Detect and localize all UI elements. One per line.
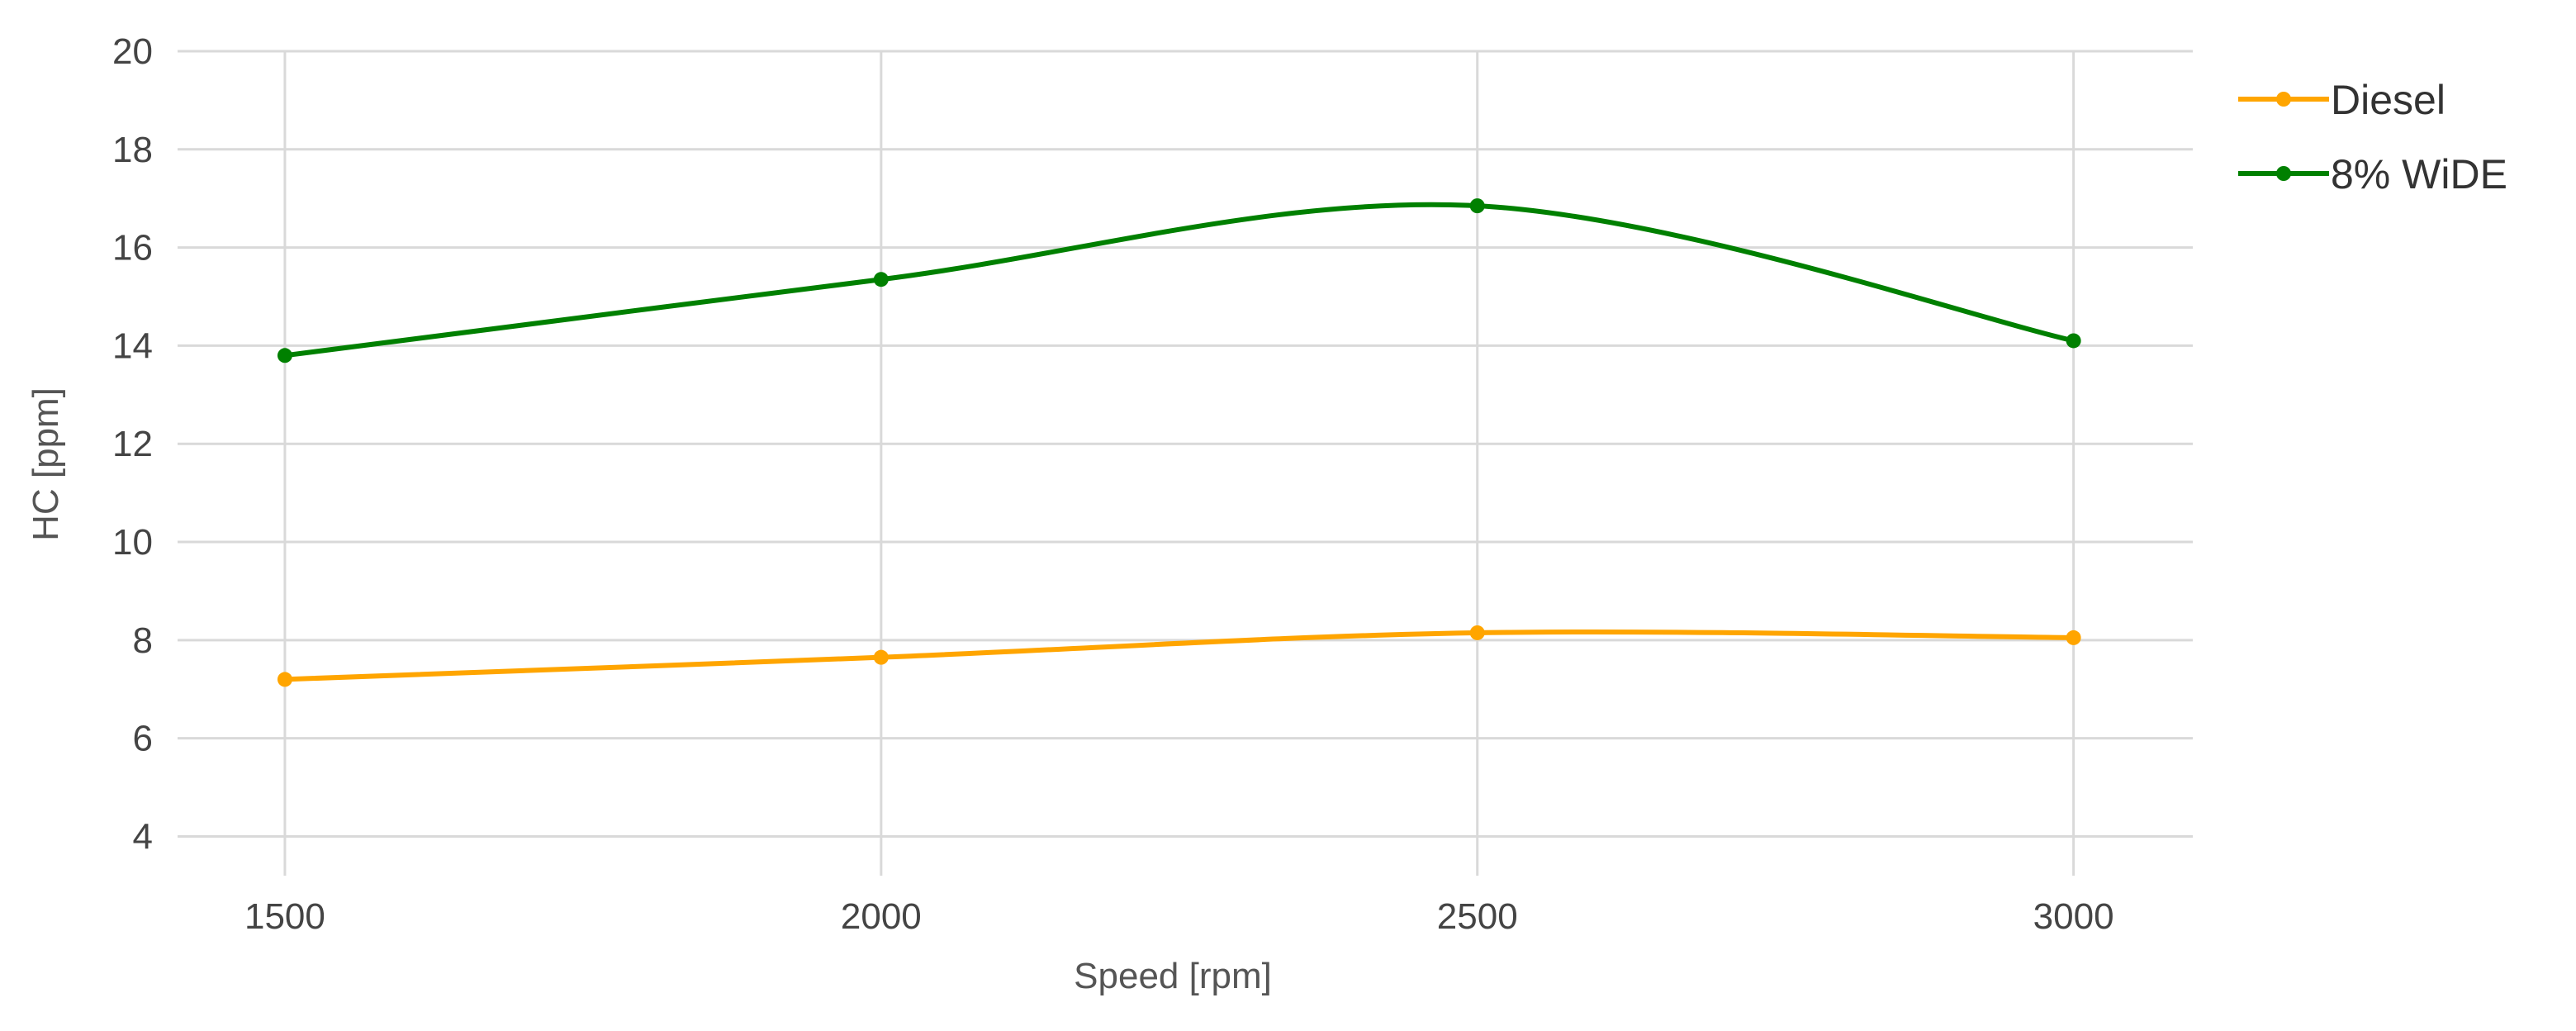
y-tick-label: 12 <box>112 424 153 464</box>
x-tick-label: 2000 <box>841 896 922 937</box>
x-axis-ticks: 1500 2000 2500 3000 <box>244 896 2114 937</box>
y-tick-label: 8 <box>133 620 153 661</box>
data-point[interactable] <box>277 672 292 687</box>
series-layer <box>277 198 2081 687</box>
legend-swatch-marker <box>2276 166 2291 181</box>
y-tick-label: 6 <box>133 719 153 759</box>
x-tick-label: 2500 <box>1437 896 1518 937</box>
y-tick-label: 16 <box>112 228 153 268</box>
series-line <box>284 629 2074 682</box>
legend-item[interactable]: Diesel <box>2238 77 2446 123</box>
y-tick-label: 10 <box>112 522 153 563</box>
legend-item[interactable]: 8% WiDE <box>2238 151 2507 197</box>
legend-label: Diesel <box>2331 77 2446 123</box>
data-point[interactable] <box>1469 625 1485 640</box>
y-tick-label: 18 <box>112 130 153 170</box>
legend[interactable]: Diesel 8% WiDE <box>2238 77 2507 197</box>
x-tick-label: 1500 <box>244 896 325 937</box>
x-axis-title: Speed [rpm] <box>1074 956 1272 996</box>
y-axis-ticks: 4 6 8 10 12 14 16 18 20 <box>112 31 153 857</box>
data-point[interactable] <box>2066 630 2081 645</box>
y-tick-label: 4 <box>133 816 153 857</box>
legend-label: 8% WiDE <box>2331 151 2507 197</box>
data-point[interactable] <box>2066 333 2081 349</box>
x-tick-label: 3000 <box>2033 896 2114 937</box>
series-0 <box>277 625 2081 687</box>
y-tick-label: 20 <box>112 31 153 72</box>
data-point[interactable] <box>1469 198 1485 214</box>
data-point[interactable] <box>873 649 889 665</box>
y-tick-label: 14 <box>112 325 153 366</box>
series-line <box>284 202 2075 359</box>
data-point[interactable] <box>277 348 292 363</box>
grid <box>178 50 2193 876</box>
legend-swatch-marker <box>2276 92 2291 107</box>
y-axis-title: HC [ppm] <box>26 387 66 541</box>
series-1 <box>277 198 2081 363</box>
data-point[interactable] <box>873 272 889 287</box>
